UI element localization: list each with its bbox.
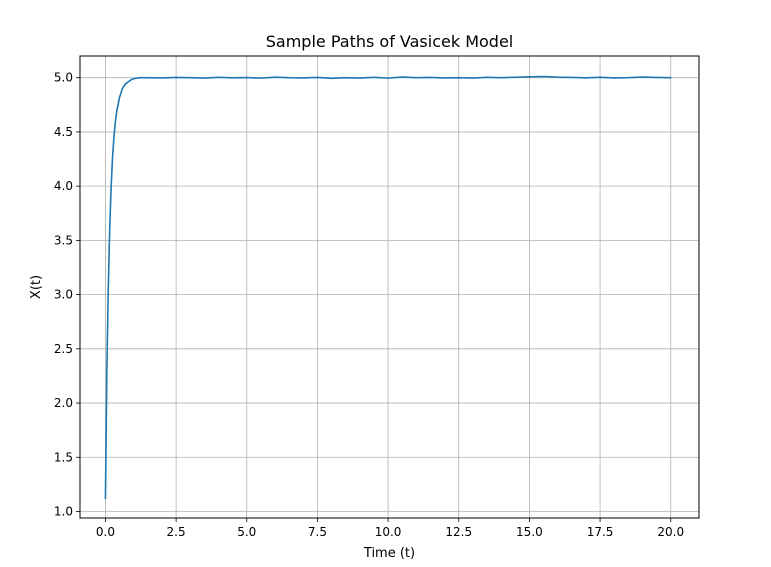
y-tick-label: 3.5 bbox=[54, 233, 73, 247]
chart-title: Sample Paths of Vasicek Model bbox=[266, 32, 513, 51]
x-tick-label: 12.5 bbox=[445, 525, 472, 539]
x-tick-label: 2.5 bbox=[167, 525, 186, 539]
y-tick-label: 2.0 bbox=[54, 396, 73, 410]
x-tick-label: 17.5 bbox=[587, 525, 614, 539]
x-tick-label: 10.0 bbox=[375, 525, 402, 539]
y-tick-label: 4.0 bbox=[54, 179, 73, 193]
x-tick-label: 7.5 bbox=[308, 525, 327, 539]
plot-area-frame bbox=[79, 55, 700, 519]
y-tick-label: 2.5 bbox=[54, 342, 73, 356]
y-tick-label: 1.5 bbox=[54, 450, 73, 464]
series-layer bbox=[104, 75, 672, 500]
x-tick-label: 20.0 bbox=[657, 525, 684, 539]
series-line-0 bbox=[104, 75, 672, 500]
y-tick-label: 1.0 bbox=[54, 504, 73, 518]
y-tick-label: 4.5 bbox=[54, 125, 73, 139]
axis-ticks: 0.0 2.5 5.0 7.5 10.0 12.5 15.0 17.5 20.0 1.0 1.5 2.… bbox=[54, 71, 684, 539]
x-tick-label: 0.0 bbox=[96, 525, 115, 539]
x-tick-label: 15.0 bbox=[516, 525, 543, 539]
x-axis-label: Time (t) bbox=[363, 546, 415, 561]
y-tick-label: 5.0 bbox=[54, 71, 73, 85]
y-axis-label: X(t) bbox=[29, 275, 44, 299]
y-tick-label: 3.0 bbox=[54, 288, 73, 302]
x-tick-label: 5.0 bbox=[237, 525, 256, 539]
